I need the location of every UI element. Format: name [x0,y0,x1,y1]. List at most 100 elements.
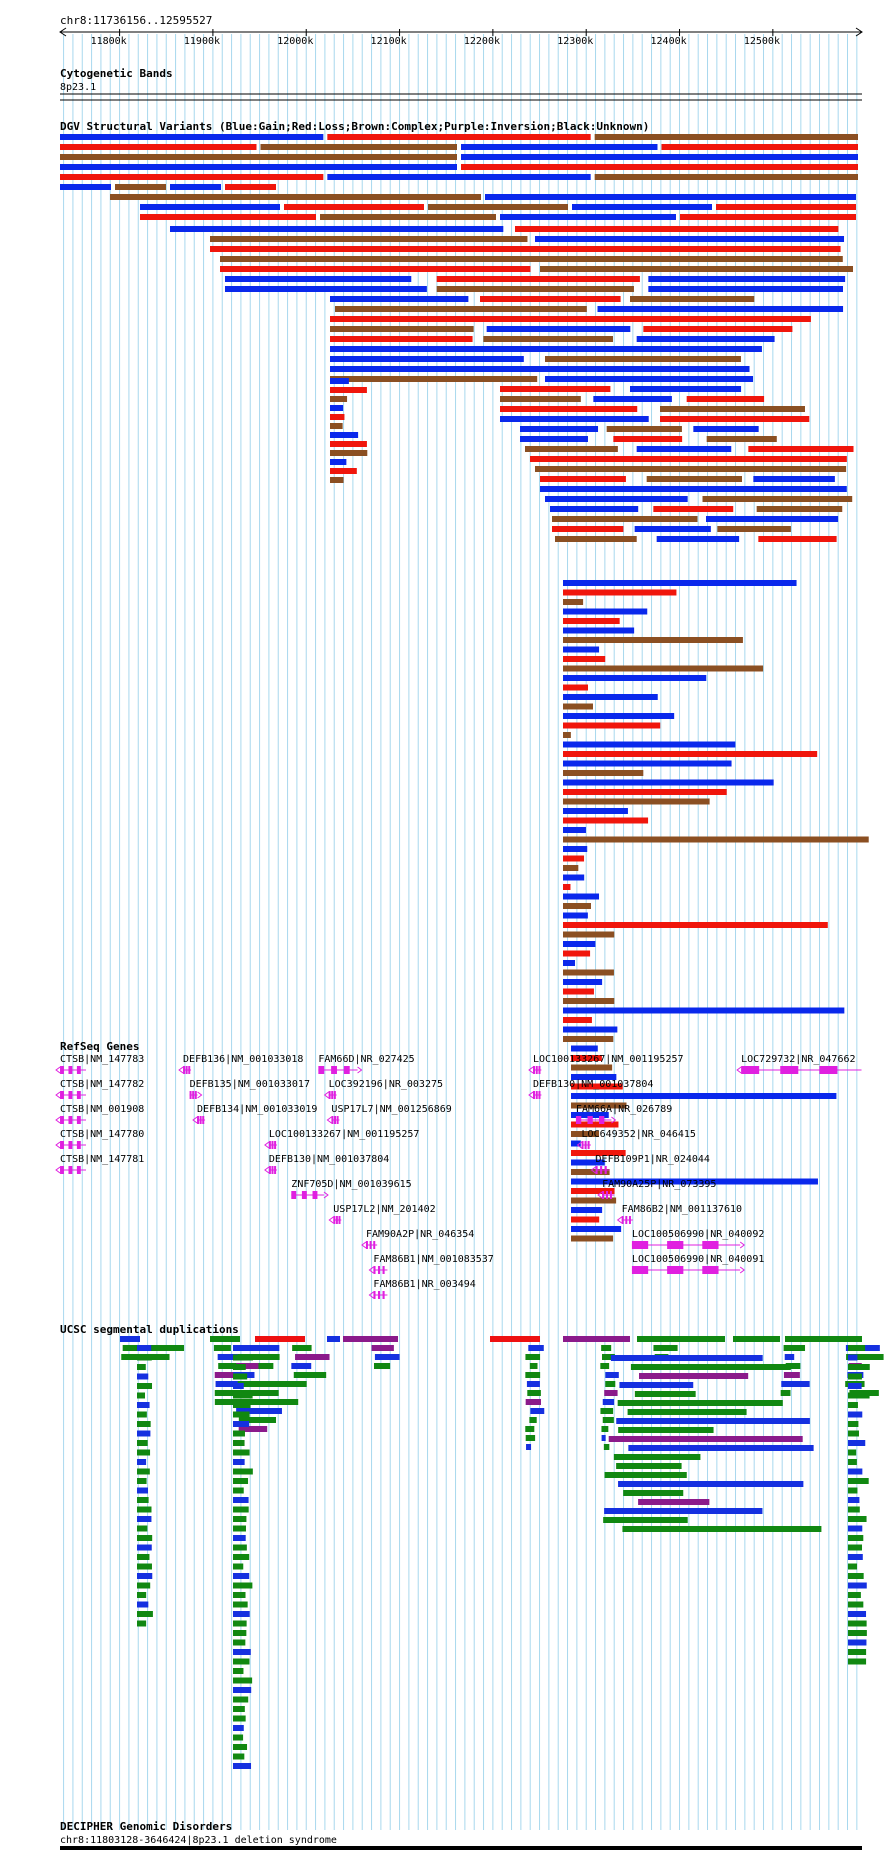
segdup-feature[interactable] [848,1449,857,1456]
dgv-variant[interactable] [500,386,611,392]
segdup-feature[interactable] [848,1364,870,1370]
dgv-variant[interactable] [225,286,427,292]
dgv-variant[interactable] [563,931,615,938]
segdup-feature[interactable] [137,1411,147,1418]
dgv-variant[interactable] [717,526,791,532]
segdup-feature[interactable] [137,1573,153,1579]
refseq-gene-label[interactable]: CTSB|NM_147780 [60,1129,144,1140]
segdup-feature[interactable] [848,1354,858,1361]
dgv-variant[interactable] [515,226,839,232]
segdup-feature[interactable] [233,1649,251,1655]
dgv-variant[interactable] [661,144,859,150]
segdup-feature[interactable] [137,1487,148,1494]
segdup-feature[interactable] [563,1336,630,1342]
dgv-variant[interactable] [60,144,257,150]
segdup-feature[interactable] [781,1381,810,1387]
refseq-gene-label[interactable]: FAM86B1|NR_003494 [373,1279,475,1290]
segdup-feature[interactable] [529,1363,538,1369]
dgv-variant[interactable] [486,326,631,332]
segdup-feature[interactable] [848,1430,859,1437]
refseq-gene-label[interactable]: DEFB130|NM_001037804 [269,1154,389,1165]
segdup-feature[interactable] [848,1383,862,1389]
dgv-variant[interactable] [327,174,591,180]
refseq-features[interactable]: CTSB|NM_147783 CTSB|NM_147782 CTSB|NM_0019… [55,1054,862,1299]
segdup-feature[interactable] [848,1421,859,1427]
dgv-variant[interactable] [540,476,626,482]
dgv-variant[interactable] [60,184,111,190]
dgv-variant[interactable] [693,426,759,432]
segdup-feature[interactable] [616,1418,810,1424]
dgv-variant[interactable] [571,1112,609,1118]
refseq-gene[interactable]: FAM86B1|NM_001083537 [368,1254,494,1274]
dgv-variant[interactable] [563,979,603,985]
refseq-gene[interactable]: DEFB109P1|NR_024044 [590,1154,710,1174]
segdup-feature[interactable] [848,1487,858,1494]
decipher-entry-label[interactable]: chr8:11803128-3646424|8p23.1 deletion sy… [60,1835,337,1846]
dgv-variant[interactable] [60,174,324,180]
segdup-feature[interactable] [848,1554,863,1560]
decipher-feature[interactable] [60,1846,862,1850]
dgv-variant[interactable] [500,406,638,412]
refseq-gene-label[interactable]: FAM90A2P|NR_046354 [366,1229,474,1240]
segdup-feature[interactable] [233,1354,253,1361]
dgv-variant[interactable] [260,144,458,150]
dgv-variant[interactable] [330,414,345,420]
dgv-variant[interactable] [563,694,658,700]
dgv-variant[interactable] [571,1197,617,1204]
dgv-variant[interactable] [563,969,614,976]
dgv-variant[interactable] [225,184,276,190]
refseq-gene[interactable]: FAM90A25P|NR_073395 [597,1179,716,1199]
dgv-variant[interactable] [60,154,457,160]
dgv-variant[interactable] [563,770,644,776]
dgv-variant[interactable] [563,779,774,786]
dgv-variant[interactable] [571,1131,600,1137]
refseq-gene[interactable]: CTSB|NM_001908 [55,1104,144,1124]
refseq-gene[interactable]: FAM86B1|NR_003494 [368,1279,476,1299]
segdup-feature[interactable] [637,1336,725,1342]
dgv-variant[interactable] [545,376,754,382]
refseq-gene-label[interactable]: FAM90A25P|NR_073395 [602,1179,716,1190]
dgv-variant[interactable] [552,526,624,532]
refseq-gene[interactable]: CTSB|NM_147782 [55,1079,144,1099]
dgv-variant[interactable] [330,477,344,483]
dgv-variant[interactable] [552,516,698,522]
dgv-variant[interactable] [571,1093,837,1099]
segdup-feature[interactable] [137,1601,149,1608]
segdup-feature[interactable] [525,1372,541,1378]
segdup-feature[interactable] [137,1430,151,1437]
segdup-feature[interactable] [237,1345,280,1351]
refseq-gene[interactable]: LOC100506990|NR_040091 [631,1254,764,1274]
segdup-feature[interactable] [602,1399,615,1405]
segdup-feature[interactable] [237,1381,307,1387]
dgv-variant[interactable] [330,316,811,322]
segdup-feature[interactable] [233,1373,248,1380]
segdup-feature[interactable] [233,1554,250,1560]
dgv-variant[interactable] [563,941,596,947]
segdup-feature[interactable] [233,1715,246,1722]
dgv-features[interactable] [60,134,869,1242]
dgv-variant[interactable] [563,1026,618,1033]
segdup-feature[interactable] [733,1336,780,1342]
segdup-feature[interactable] [233,1601,248,1608]
refseq-gene[interactable]: FAM66D|NR_027425 [318,1054,415,1074]
refseq-gene-label[interactable]: CTSB|NM_001908 [60,1104,144,1115]
dgv-variant[interactable] [563,608,648,615]
segdup-feature[interactable] [785,1363,801,1369]
refseq-gene[interactable]: USP17L7|NM_001256869 [326,1104,452,1124]
dgv-variant[interactable] [110,194,481,200]
segdup-feature[interactable] [137,1516,152,1522]
segdup-feature[interactable] [233,1696,249,1703]
dgv-variant[interactable] [327,134,591,140]
refseq-gene[interactable]: LOC392196|NR_003275 [323,1079,443,1099]
segdup-feature[interactable] [137,1497,149,1503]
segdup-feature[interactable] [373,1363,391,1369]
dgv-variant[interactable] [563,836,869,843]
dgv-variant[interactable] [563,950,591,957]
refseq-gene-label[interactable]: USP17L7|NM_001256869 [331,1104,451,1115]
segdup-feature[interactable] [530,1408,545,1414]
dgv-variant[interactable] [210,246,841,252]
refseq-gene-label[interactable]: FAM66A|NR_026789 [576,1104,672,1115]
dgv-variant[interactable] [686,396,765,402]
segdup-feature[interactable] [236,1363,259,1369]
segdup-feature[interactable] [137,1354,152,1361]
